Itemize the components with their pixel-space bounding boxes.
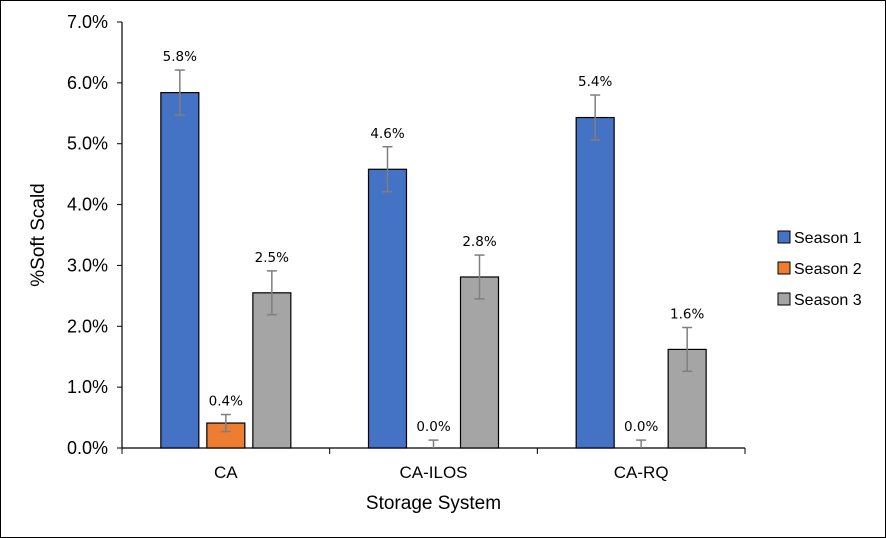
legend-label: Season 1 (794, 230, 862, 247)
legend-swatch (777, 292, 791, 306)
data-label: 1.6% (670, 307, 704, 323)
x-tick-label: CA (214, 463, 238, 482)
legend-swatch (777, 230, 791, 244)
data-label: 2.5% (255, 250, 289, 266)
x-tick-label: CA-RQ (614, 463, 669, 482)
bar (160, 91, 200, 449)
data-label: 5.4% (578, 74, 612, 90)
data-label: 0.4% (209, 394, 243, 410)
y-tick-label: 0.0% (67, 438, 108, 458)
legend-label: Season 3 (794, 292, 862, 309)
bar (459, 276, 500, 449)
y-tick-label: 4.0% (67, 195, 108, 215)
data-label: 2.8% (462, 234, 496, 250)
legend-label: Season 2 (794, 261, 862, 278)
y-tick-label: 5.0% (67, 134, 108, 154)
y-tick-label: 7.0% (67, 12, 108, 32)
y-tick-label: 3.0% (67, 255, 108, 275)
data-label: 4.6% (370, 126, 404, 142)
data-label: 0.0% (416, 419, 450, 435)
bar (252, 292, 292, 449)
bar (575, 116, 615, 449)
y-tick-label: 1.0% (67, 377, 108, 397)
y-tick-label: 2.0% (67, 316, 108, 336)
x-tick-label: CA-ILOS (399, 463, 467, 482)
x-axis-title: Storage System (366, 493, 501, 514)
y-axis-title: %Soft Scald (28, 183, 49, 287)
data-label: 0.0% (624, 419, 658, 435)
legend-swatch (777, 261, 791, 275)
y-tick-label: 6.0% (67, 73, 108, 93)
bar (367, 168, 408, 449)
data-label: 5.8% (163, 49, 197, 65)
